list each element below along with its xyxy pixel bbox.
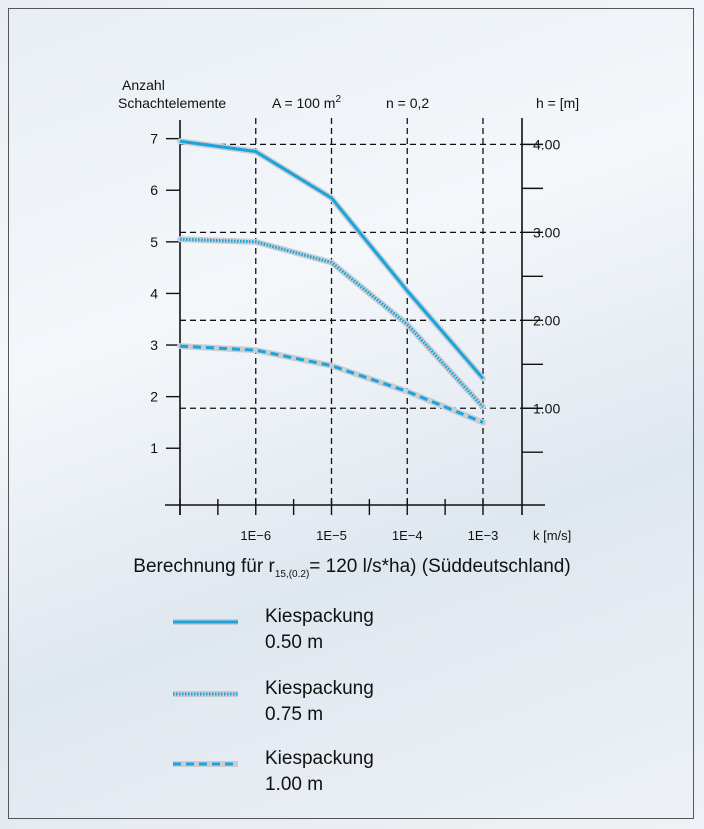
chart-caption: Berechnung für r15,(0.2)= 120 l/s*ha) (S… [133, 556, 571, 580]
legend-label-line2: 0.50 m [265, 632, 324, 653]
y-left-tick-label: 4 [150, 285, 158, 301]
legend-label-line2: 0.75 m [265, 704, 324, 725]
legend-label-line1: Kiespackung [265, 606, 374, 627]
legend-swatch-solid [173, 619, 238, 625]
y-left-tick-label: 6 [150, 182, 158, 198]
y-right-tick-label: 1.00 [533, 400, 560, 416]
y-left-tick-label: 2 [150, 389, 158, 405]
legend-label-line1: Kiespackung [265, 748, 374, 769]
legend-label-line2: 1.00 m [265, 774, 324, 795]
y-right-tick-label: 4.00 [533, 136, 560, 152]
y-left-label-line1: Anzahl [122, 77, 165, 93]
series-line-2 [179, 344, 484, 424]
legend-label-line1: Kiespackung [265, 678, 374, 699]
y-left-tick-label: 7 [150, 131, 158, 147]
x-tick-label: 1E−3 [468, 528, 499, 543]
y-right-tick-label: 3.00 [533, 224, 560, 240]
param-n-label: n = 0,2 [386, 95, 429, 111]
y-right-label: h = [m] [536, 95, 579, 111]
x-tick-label: 1E−5 [316, 528, 347, 543]
legend-swatch-dotted [173, 691, 238, 697]
y-left-tick-label: 5 [150, 234, 158, 250]
x-tick-label: 1E−6 [240, 528, 271, 543]
series-line-0 [179, 139, 485, 380]
y-left-tick-label: 1 [150, 440, 158, 456]
x-axis-label: k [m/s] [533, 528, 571, 543]
param-a-label: A = 100 m2 [272, 94, 341, 111]
y-left-tick-label: 3 [150, 337, 158, 353]
chart-svg: Anzahl Schachtelemente A = 100 m2 n = 0,… [118, 77, 579, 543]
legend-swatch-dashed [173, 761, 238, 767]
y-left-label-line2: Schachtelemente [118, 95, 226, 111]
series-line-1 [179, 237, 485, 408]
chart-frame [8, 8, 694, 819]
x-tick-label: 1E−4 [392, 528, 423, 543]
y-right-tick-label: 2.00 [533, 312, 560, 328]
